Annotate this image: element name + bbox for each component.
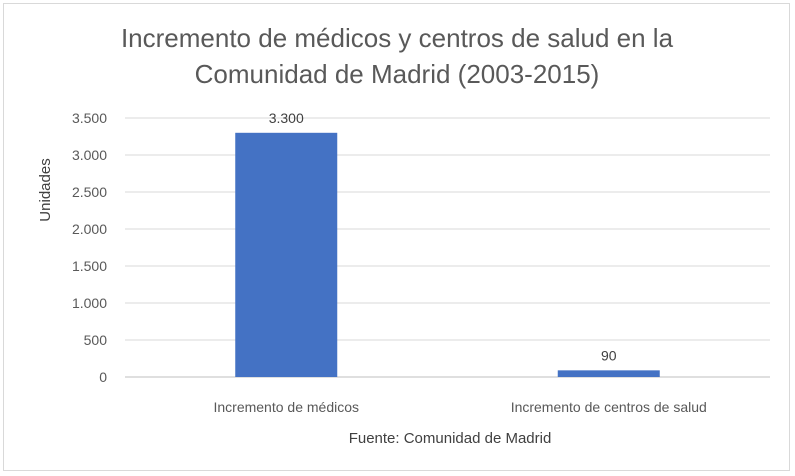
bar-value-label: 90 [601,347,617,363]
y-tick-label: 3.000 [72,147,107,163]
y-tick-label: 1.500 [72,258,107,274]
chart-title-line-1: Incremento de médicos y centros de salud… [121,23,674,53]
bar-value-label: 3.300 [269,110,304,126]
bars [235,132,660,377]
bar [557,370,660,377]
y-tick-label: 2.000 [72,221,107,237]
data-labels: 3.300 90 [269,110,617,364]
x-axis-title: Fuente: Comunidad de Madrid [349,430,552,447]
y-axis-title: Unidades [37,158,54,221]
bar [235,132,338,377]
y-tick-label: 1.000 [72,295,107,311]
y-tick-label: 3.500 [72,110,107,126]
x-category-label: Incremento de médicos [213,399,359,415]
y-tick-label: 500 [84,332,108,348]
y-tick-label: 2.500 [72,184,107,200]
y-tick-label: 0 [99,369,107,385]
gridlines [125,117,770,378]
chart-title-line-2: Comunidad de Madrid (2003-2015) [195,59,600,89]
y-axis-ticks: 0 500 1.000 1.500 2.000 2.500 3.000 3.500 [72,110,107,385]
chart-frame [3,3,790,471]
x-category-label: Incremento de centros de salud [511,399,707,415]
x-axis-categories: Incremento de médicos Incremento de centr… [213,399,706,415]
